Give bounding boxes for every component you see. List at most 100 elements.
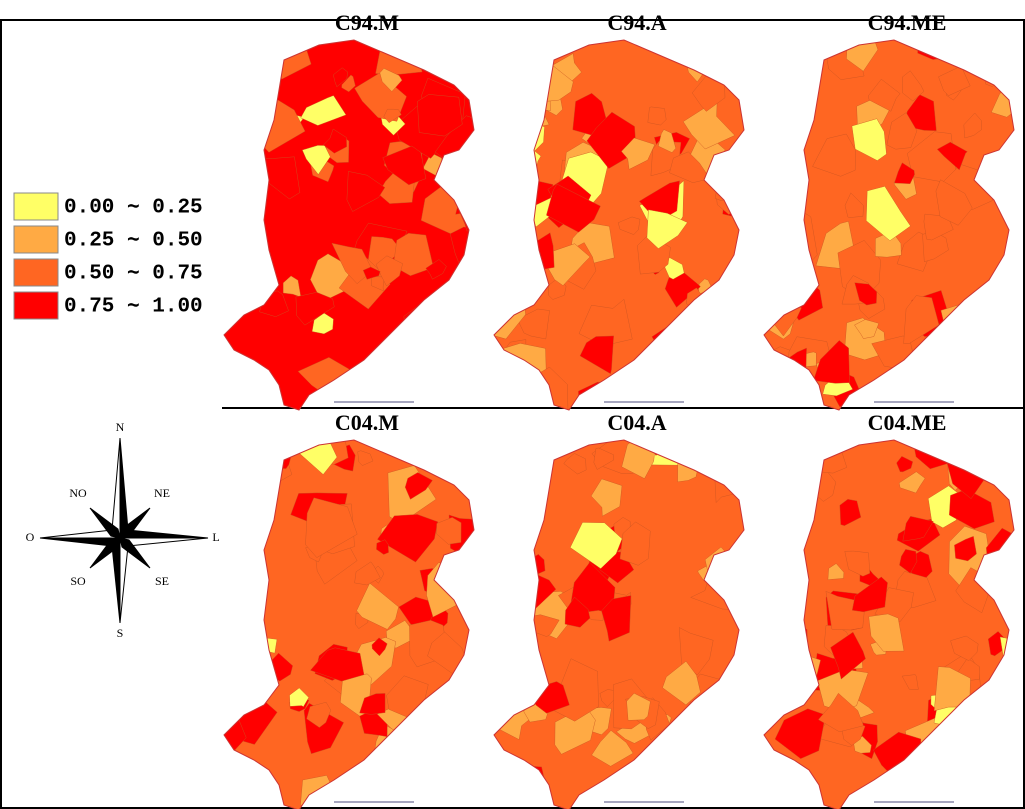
map-region: [954, 536, 977, 562]
map-region: [708, 791, 743, 809]
map-region: [564, 596, 591, 628]
map: [493, 39, 745, 411]
map-region: [700, 443, 729, 476]
map-region: [439, 788, 468, 809]
map: [223, 439, 475, 809]
map-region: [258, 58, 278, 86]
map-region: [444, 708, 474, 753]
compass-label: NO: [69, 486, 87, 500]
map-region: [667, 340, 692, 371]
map-region: [764, 235, 789, 269]
map-region: [354, 561, 381, 586]
map-region: [546, 183, 601, 233]
map-region: [950, 635, 979, 661]
map: [763, 439, 1015, 809]
map-region: [513, 80, 551, 112]
map-region: [371, 637, 388, 657]
map-region: [902, 515, 934, 542]
map-region: [975, 361, 995, 393]
map-region: [976, 742, 998, 763]
map-region: [554, 705, 596, 755]
legend-swatch: [13, 192, 59, 221]
map-region: [495, 451, 531, 502]
map-region: [968, 773, 993, 809]
map-region: [901, 674, 919, 690]
map-region: [839, 498, 862, 526]
map-region: [362, 266, 381, 280]
map-region: [820, 40, 848, 49]
map-region: [646, 209, 688, 249]
map-region: [359, 693, 386, 715]
map-region: [933, 666, 971, 712]
legend-swatch: [13, 258, 59, 287]
map-region: [771, 209, 818, 267]
map-region: [653, 440, 674, 457]
map-region: [590, 478, 623, 517]
map-region: [867, 78, 901, 112]
map-region: [903, 295, 940, 344]
map-region: [311, 312, 334, 335]
map-region: [524, 40, 550, 64]
map-region: [404, 472, 433, 500]
map-region: [655, 364, 688, 398]
map-region: [765, 517, 796, 540]
map-region: [295, 292, 335, 326]
map-region: [678, 627, 714, 676]
map-region: [306, 701, 332, 728]
map-region: [357, 450, 374, 466]
map-region: [494, 549, 528, 607]
map-region: [224, 683, 235, 701]
map-region: [289, 687, 310, 707]
map-region: [830, 631, 866, 680]
map-region: [764, 40, 785, 70]
map-region: [894, 162, 915, 184]
map-region: [283, 275, 302, 298]
map-region: [682, 99, 736, 150]
map-region: [430, 736, 459, 772]
compass-label: NE: [154, 486, 170, 500]
compass-label: S: [117, 626, 124, 640]
map-region: [437, 40, 474, 76]
legend-label: 0.75 ∼ 1.00: [64, 296, 203, 319]
map-region: [432, 440, 474, 462]
map-region: [764, 40, 790, 78]
panel-title: C94.M: [335, 10, 399, 35]
map-region: [727, 340, 744, 363]
map-region: [676, 383, 716, 410]
map-region: [818, 692, 864, 733]
map-region: [936, 141, 968, 171]
map-region: [500, 135, 542, 184]
map-region: [802, 40, 826, 54]
compass-rose: N NE L SE S SO O NO: [26, 420, 220, 640]
map-region: [619, 521, 651, 566]
map-region: [455, 177, 474, 215]
map-region: [384, 341, 437, 399]
map-region: [714, 716, 744, 756]
legend-label: 0.25 ∼ 0.50: [64, 230, 203, 253]
map-region: [341, 74, 356, 93]
map-region: [902, 70, 925, 102]
map-region: [224, 262, 261, 294]
compass-label: O: [26, 530, 35, 544]
map-region: [765, 615, 809, 663]
map-region: [233, 760, 254, 780]
map-region: [224, 364, 239, 393]
map-region: [379, 68, 403, 92]
map-region: [801, 662, 815, 677]
panel-title: C94.ME: [868, 10, 947, 35]
map-region: [579, 335, 614, 375]
map-region: [963, 112, 982, 139]
map-region: [229, 643, 259, 678]
map-region: [400, 366, 412, 380]
map-region: [662, 660, 701, 706]
map-region: [764, 180, 785, 208]
map-region: [940, 300, 995, 354]
map-region: [875, 230, 902, 258]
map-region: [898, 471, 926, 494]
map-region: [563, 453, 587, 475]
panel-title: C04.ME: [868, 410, 947, 435]
map-region: [764, 610, 796, 660]
map-region: [224, 228, 257, 275]
frame: [0, 19, 1025, 809]
map-region: [494, 93, 504, 110]
